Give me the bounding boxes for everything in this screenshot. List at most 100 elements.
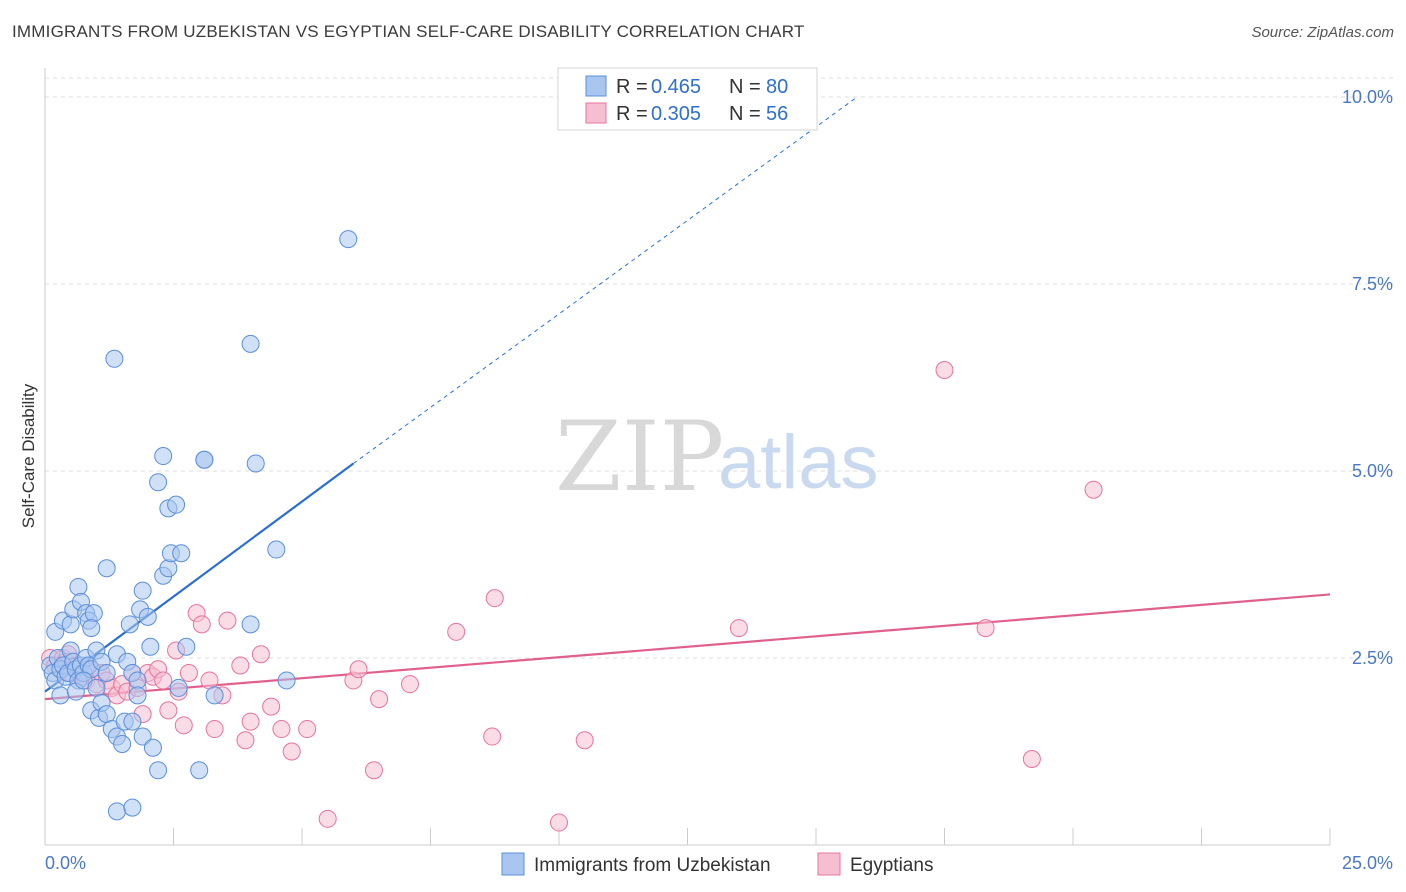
point-uzbekistan — [149, 473, 168, 492]
legend-r-value-1: 0.465 — [651, 76, 701, 98]
y-axis-label: Self-Care Disability — [19, 383, 38, 528]
point-uzbekistan — [246, 454, 265, 473]
point-egyptians — [400, 675, 419, 694]
point-egyptians — [1022, 749, 1041, 768]
point-egyptians — [179, 663, 198, 682]
point-egyptians — [976, 619, 995, 638]
legend-top: R = 0.465 N = 80 R = 0.305 N = 56 — [557, 67, 818, 131]
legend-swatch-blue — [585, 75, 607, 97]
point-uzbekistan — [128, 671, 147, 690]
point-uzbekistan — [113, 735, 132, 754]
point-egyptians — [272, 720, 291, 739]
point-uzbekistan — [128, 686, 147, 705]
trend-lines — [44, 96, 1331, 701]
legend-n-label-2: N = — [729, 103, 761, 125]
point-egyptians — [174, 716, 193, 735]
point-uzbekistan — [177, 637, 196, 656]
legend-r-label-2: R = — [616, 103, 648, 125]
legend-r-value-2: 0.305 — [651, 103, 701, 125]
point-uzbekistan — [159, 559, 178, 578]
y-tick-label: 2.5% — [1352, 648, 1393, 668]
watermark: ZIP atlas — [555, 401, 879, 513]
point-uzbekistan — [277, 671, 296, 690]
point-egyptians — [205, 720, 224, 739]
legend-n-label-1: N = — [729, 76, 761, 98]
point-egyptians — [218, 611, 237, 630]
point-egyptians — [192, 615, 211, 634]
point-egyptians — [935, 361, 954, 380]
legend-bottom-swatch-blue — [501, 852, 525, 876]
point-uzbekistan — [190, 761, 209, 780]
gridlines — [45, 77, 1395, 659]
point-uzbekistan — [120, 615, 139, 634]
point-uzbekistan — [172, 544, 191, 563]
point-uzbekistan — [82, 619, 101, 638]
point-uzbekistan — [241, 615, 260, 634]
legend-bottom-label-egyptians: Egyptians — [850, 855, 933, 876]
point-egyptians — [159, 701, 178, 720]
point-egyptians — [236, 731, 255, 750]
point-egyptians — [575, 731, 594, 750]
legend-swatch-pink — [585, 102, 607, 124]
source-label: Source: ZipAtlas.com — [1251, 24, 1394, 41]
point-egyptians — [318, 809, 337, 828]
point-egyptians — [251, 645, 270, 664]
point-uzbekistan — [241, 334, 260, 353]
chart-title: IMMIGRANTS FROM UZBEKISTAN VS EGYPTIAN S… — [12, 22, 805, 41]
point-uzbekistan — [205, 686, 224, 705]
point-uzbekistan — [149, 761, 168, 780]
point-uzbekistan — [51, 686, 70, 705]
point-egyptians — [447, 622, 466, 641]
point-egyptians — [262, 697, 281, 716]
point-egyptians — [729, 619, 748, 638]
point-egyptians — [364, 761, 383, 780]
legend-n-value-1: 80 — [766, 76, 788, 98]
point-uzbekistan — [107, 802, 126, 821]
legend-r-label-1: R = — [616, 76, 648, 98]
watermark-zip: ZIP — [555, 401, 724, 513]
point-egyptians — [550, 813, 568, 832]
x-axis-ticks — [44, 828, 1331, 845]
point-uzbekistan — [133, 727, 152, 746]
y-tick-label: 5.0% — [1352, 461, 1393, 481]
point-egyptians — [298, 720, 317, 739]
point-uzbekistan — [105, 349, 124, 368]
point-uzbekistan — [84, 604, 103, 623]
point-uzbekistan — [195, 450, 214, 469]
point-egyptians — [241, 712, 260, 731]
y-tick-label: 7.5% — [1352, 274, 1393, 294]
point-uzbekistan — [169, 678, 188, 697]
y-axis-tick-labels: 2.5% 5.0% 7.5% 10.0% — [1342, 87, 1393, 668]
legend-n-value-2: 56 — [766, 103, 788, 125]
watermark-atlas: atlas — [718, 420, 879, 505]
point-uzbekistan — [123, 712, 142, 731]
point-egyptians — [282, 742, 301, 761]
x-tick-label-max: 25.0% — [1342, 853, 1393, 873]
point-egyptians — [485, 589, 504, 608]
point-uzbekistan — [154, 447, 173, 466]
point-egyptians — [483, 727, 502, 746]
point-egyptians — [370, 690, 389, 709]
point-uzbekistan — [97, 663, 116, 682]
point-egyptians — [349, 660, 368, 679]
point-egyptians — [154, 671, 173, 690]
legend-bottom: Immigrants from Uzbekistan Egyptians — [501, 852, 933, 876]
point-uzbekistan — [87, 678, 106, 697]
point-uzbekistan — [138, 607, 157, 626]
point-uzbekistan — [167, 495, 186, 514]
point-uzbekistan — [143, 738, 162, 757]
data-points — [41, 230, 1103, 832]
point-uzbekistan — [61, 615, 80, 634]
point-uzbekistan — [97, 559, 116, 578]
y-tick-label: 10.0% — [1342, 87, 1393, 107]
point-uzbekistan — [123, 798, 142, 817]
point-egyptians — [1084, 480, 1103, 499]
point-egyptians — [231, 656, 250, 675]
legend-bottom-swatch-pink — [817, 852, 841, 876]
trend-line-egyptians — [44, 593, 1331, 701]
point-uzbekistan — [141, 637, 160, 656]
point-egyptians — [200, 671, 219, 690]
point-uzbekistan — [339, 230, 358, 249]
point-uzbekistan — [133, 581, 152, 600]
